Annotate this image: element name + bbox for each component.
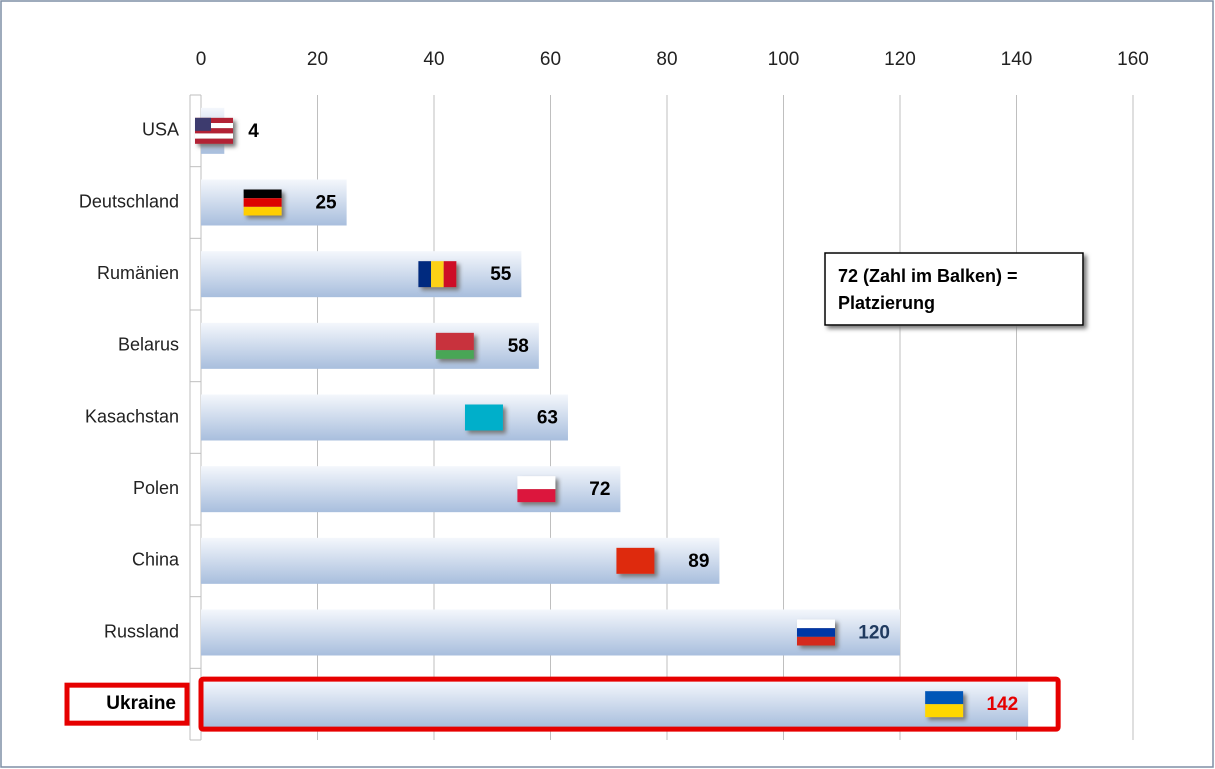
value-label: 120	[858, 623, 890, 644]
y-tick-label: Polen	[133, 478, 179, 498]
y-tick-label: Kasachstan	[85, 406, 179, 426]
flag-stripe	[435, 341, 474, 351]
annotation-box	[824, 252, 1084, 326]
x-tick-label: 0	[196, 49, 207, 70]
flag-stripe	[517, 489, 556, 503]
bar	[201, 251, 522, 298]
flag-canton	[195, 117, 211, 131]
flag	[517, 476, 556, 503]
flag-stripe	[797, 619, 835, 629]
x-tick-label: 60	[540, 49, 561, 70]
y-tick-label: Ukraine	[106, 693, 176, 714]
flag-stripe	[243, 206, 282, 216]
flag-stripe	[418, 261, 432, 288]
flag-stripe	[195, 123, 233, 129]
value-label: 55	[490, 264, 512, 285]
flag-stripe	[243, 189, 282, 199]
y-tick-label: China	[132, 550, 180, 570]
x-tick-label: 160	[1117, 49, 1149, 70]
bar	[201, 466, 621, 513]
value-label: 58	[508, 336, 529, 357]
x-tick-label: 40	[423, 49, 444, 70]
y-tick-label: Deutschland	[79, 191, 179, 211]
flag-stripe	[435, 332, 474, 342]
y-tick-label: Rumänien	[97, 263, 179, 283]
value-label: 72	[589, 479, 610, 500]
flag-stripe	[243, 198, 282, 207]
x-tick-label: 120	[884, 49, 916, 70]
flag-stripe	[195, 128, 233, 134]
flag-stripe	[195, 138, 233, 144]
annotation-line: 72 (Zahl im Balken) =	[838, 266, 1018, 286]
bar	[201, 322, 539, 369]
value-label: 4	[248, 121, 259, 142]
flag	[464, 404, 503, 431]
flag-stripe	[517, 476, 556, 490]
flag-stripe	[925, 691, 964, 705]
value-label: 63	[537, 408, 558, 429]
flag-stripe	[464, 404, 503, 431]
bar	[201, 681, 1029, 728]
flag	[925, 691, 964, 718]
x-tick-label: 140	[1001, 49, 1033, 70]
flag	[435, 332, 474, 359]
flag	[616, 547, 655, 574]
flag-stripe	[616, 547, 655, 574]
highlight-box	[198, 676, 1061, 732]
bar	[201, 609, 900, 656]
flag-stripe	[195, 133, 233, 139]
value-label: 89	[688, 551, 709, 572]
flag-stripe	[797, 636, 835, 646]
annotation-line: Platzierung	[838, 293, 935, 313]
flag	[243, 189, 282, 216]
x-tick-label: 100	[768, 49, 800, 70]
y-tick-label: Belarus	[118, 335, 179, 355]
flag-stripe	[443, 261, 457, 288]
annotation: 72 (Zahl im Balken) = Platzierung	[824, 252, 1084, 326]
flag	[418, 261, 457, 288]
flag-stripe	[925, 704, 964, 718]
value-label: 142	[986, 694, 1018, 715]
highlight-label-box	[64, 682, 190, 726]
flag-stripe	[195, 117, 233, 124]
flag-stripe	[435, 350, 474, 359]
flag	[195, 117, 233, 144]
x-tick-label: 20	[307, 49, 328, 70]
y-tick-label: USA	[142, 120, 179, 140]
flag-stripe	[797, 628, 835, 637]
value-label: 25	[315, 193, 337, 214]
y-tick-label: Russland	[104, 621, 179, 641]
bar	[201, 394, 568, 441]
flag	[797, 619, 835, 646]
flag-stripe	[431, 261, 444, 288]
x-tick-label: 80	[656, 49, 677, 70]
